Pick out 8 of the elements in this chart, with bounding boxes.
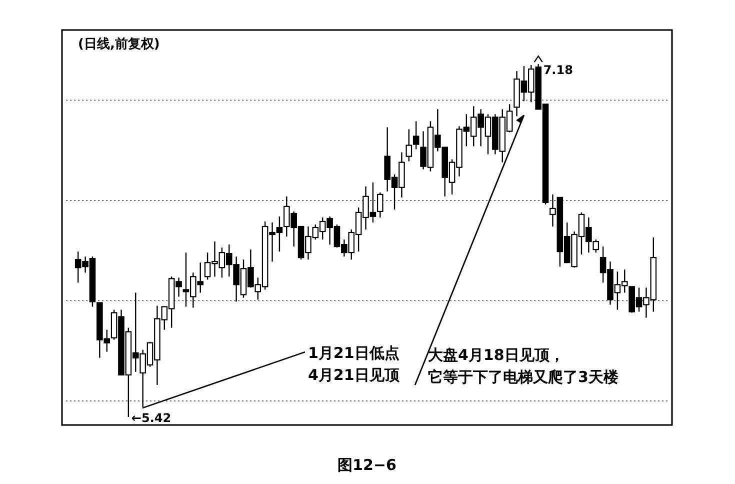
text: (日线,前复权) — [78, 37, 160, 52]
annotation: 4月21日见顶 — [308, 366, 400, 384]
caption: 图12−6 — [338, 456, 396, 474]
annotation: 1月21日低点 — [308, 344, 400, 362]
annotation: ←5.42 — [131, 410, 172, 425]
annotation: 7.18 — [543, 63, 573, 78]
annotation: 大盘4月18日见顶， — [428, 346, 564, 364]
annotation: 它等于下了电梯又爬了3天楼 — [428, 368, 620, 386]
